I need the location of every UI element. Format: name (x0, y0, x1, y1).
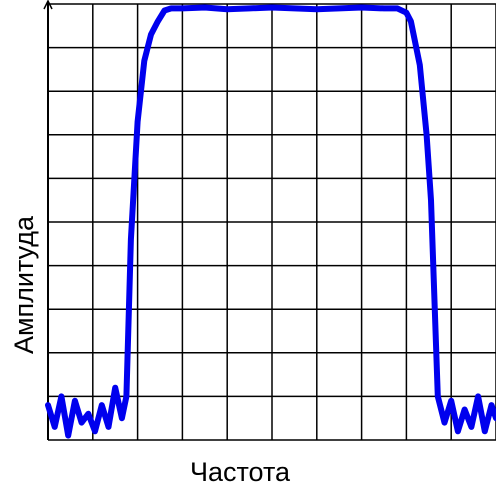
series-point (112, 385, 118, 391)
series-point (179, 5, 185, 11)
series-point (394, 5, 400, 11)
series-point (269, 5, 275, 10)
series-point (162, 8, 167, 13)
x-axis-label: Частота (190, 457, 291, 487)
y-axis-arrow-icon (43, 0, 53, 10)
series-point (468, 424, 474, 430)
series-point (381, 5, 387, 11)
series-point (99, 402, 105, 408)
series-point (224, 6, 230, 12)
series-point (435, 393, 441, 399)
series-point (408, 18, 414, 24)
series-point (403, 10, 409, 16)
series-point (79, 420, 85, 426)
series-point (58, 393, 64, 399)
series-point (141, 58, 147, 64)
series-point (92, 428, 98, 434)
series-point (291, 5, 297, 11)
series-point (442, 420, 447, 426)
series-point (106, 424, 111, 430)
series-point (119, 415, 125, 421)
series-point (72, 398, 78, 404)
series-point (175, 5, 181, 11)
series-point (417, 62, 423, 68)
series-point (314, 6, 320, 12)
series-point (448, 398, 454, 404)
series-point (123, 393, 129, 399)
series-point (45, 402, 51, 408)
series-point (428, 197, 434, 203)
grid (47, 3, 496, 441)
series-point (128, 236, 134, 242)
series-layer (45, 4, 496, 439)
series-point (247, 5, 253, 11)
series-point (135, 119, 141, 125)
series-point (52, 424, 58, 430)
series-point (482, 428, 488, 434)
series-point (475, 393, 481, 399)
series-point (85, 411, 91, 417)
series-point (359, 5, 365, 10)
series-point (336, 5, 342, 11)
series-point (489, 402, 494, 408)
series-point (493, 415, 496, 421)
series-point (148, 32, 154, 37)
series-point (155, 18, 161, 24)
y-axis-label: Амплитуда (9, 215, 39, 354)
axes (43, 0, 53, 440)
series-point (455, 428, 461, 434)
series-point (202, 5, 208, 10)
series-point (65, 433, 71, 439)
series-point (424, 132, 430, 138)
series-point (168, 5, 174, 11)
series-point (462, 407, 468, 412)
